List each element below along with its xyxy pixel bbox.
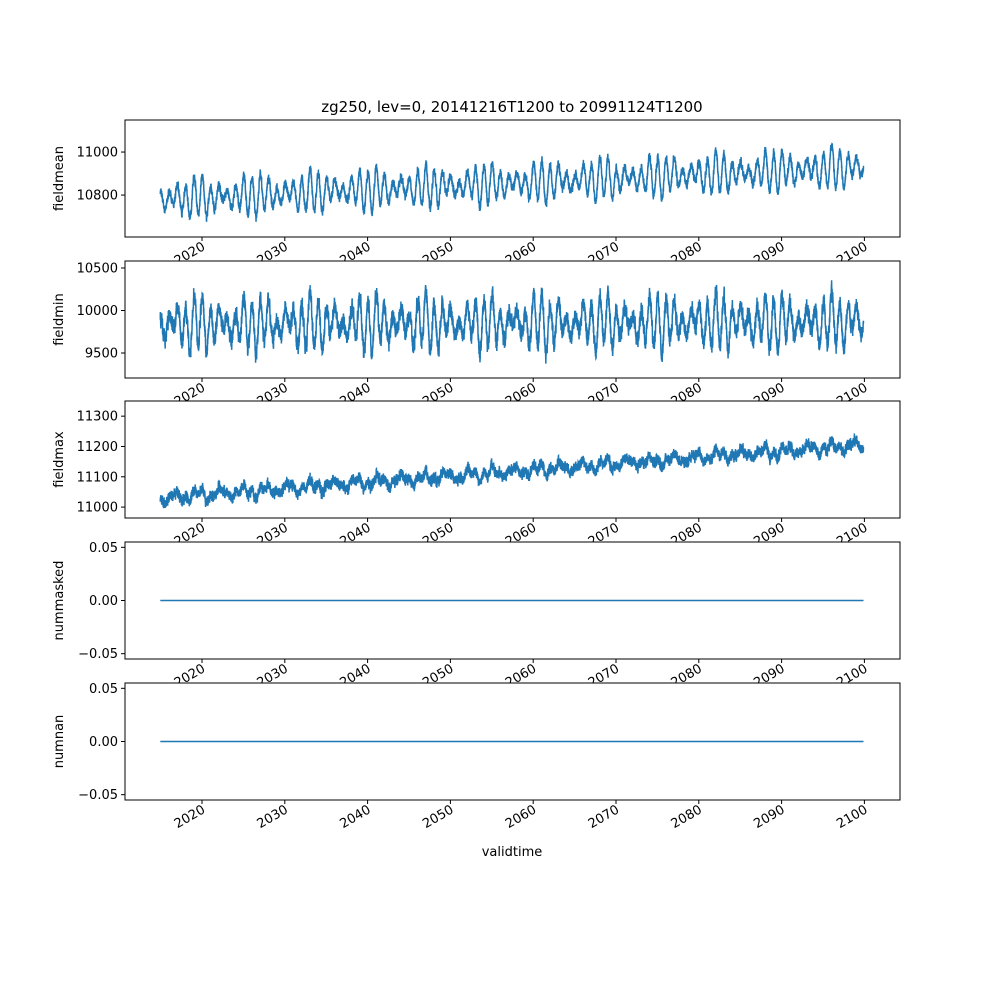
y-tick-label: 0.00: [89, 594, 118, 609]
x-axis-label: validtime: [482, 845, 543, 860]
plot-area: [125, 401, 900, 518]
fieldmin-series-line: [159, 280, 865, 364]
y-tick-label: 0.05: [89, 541, 118, 556]
plot-area: [125, 120, 900, 237]
y-tick-label: 0.00: [89, 735, 118, 750]
y-tick-label: 0.05: [89, 682, 118, 697]
y-axis-label: fieldmax: [52, 431, 67, 488]
y-tick-label: −0.05: [78, 788, 118, 803]
chart-title: zg250, lev=0, 20141216T1200 to 20991124T…: [321, 98, 702, 116]
y-tick-label: 11000: [77, 501, 118, 516]
y-axis-label: numnan: [52, 715, 67, 769]
fieldmax-series-line: [159, 432, 865, 509]
axes-frame: [124, 119, 901, 238]
y-tick-label: 10000: [77, 304, 118, 319]
y-tick-label: 11000: [77, 146, 118, 161]
axes-frame: [124, 400, 901, 519]
y-tick-label: 11300: [77, 410, 118, 425]
y-axis-label: nummasked: [52, 561, 67, 641]
y-tick-label: 11100: [77, 470, 118, 485]
y-tick-label: 11200: [77, 440, 118, 455]
y-tick-label: 10500: [77, 261, 118, 276]
fieldmean-series-line: [159, 142, 865, 222]
y-axis-label: fieldmin: [52, 293, 67, 346]
y-tick-label: −0.05: [78, 647, 118, 662]
y-axis-label: fieldmean: [52, 146, 67, 211]
y-tick-label: 10800: [77, 189, 118, 204]
axes-frame: [124, 260, 901, 379]
y-tick-label: 9500: [85, 347, 118, 362]
